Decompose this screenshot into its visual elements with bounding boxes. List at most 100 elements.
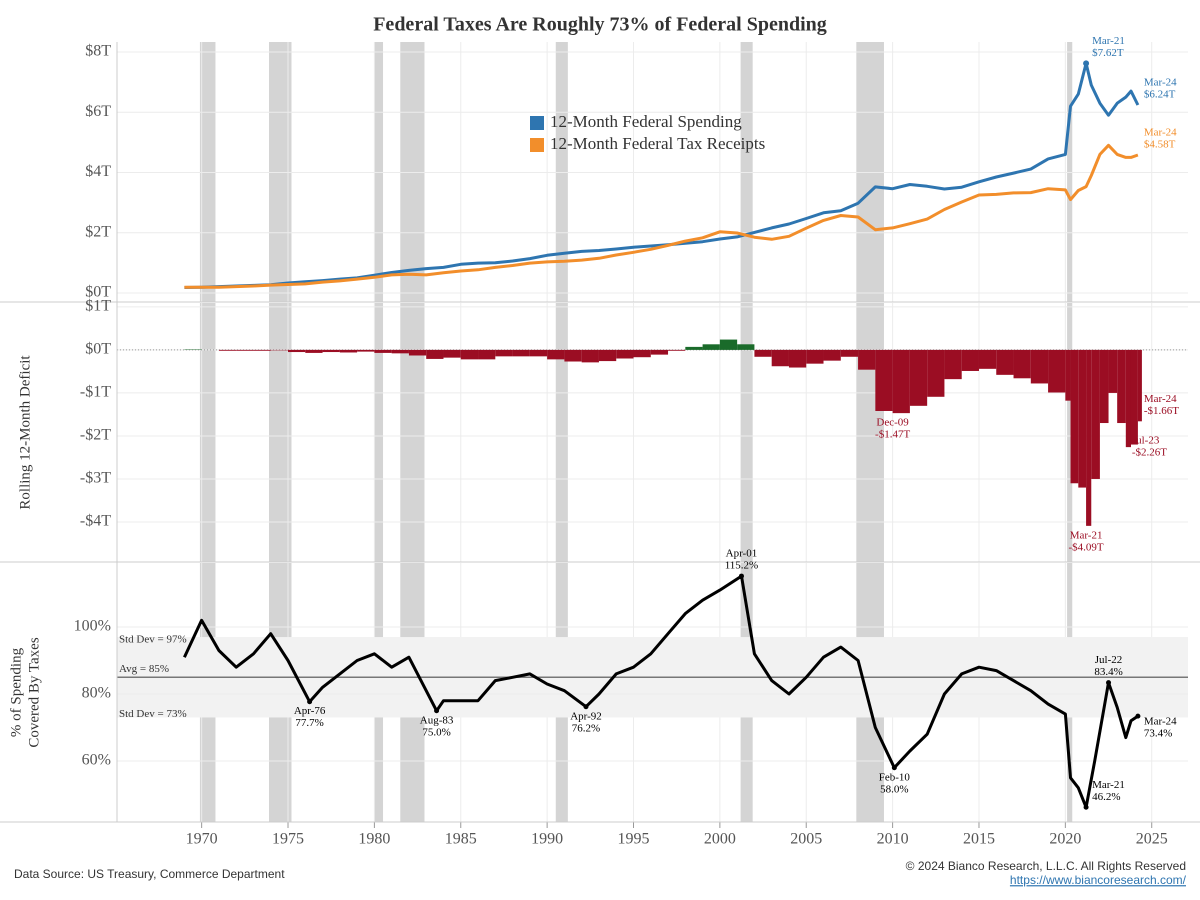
- recession-band: [400, 303, 425, 562]
- y-tick-label: $0T: [85, 341, 111, 358]
- deficit-bar: [1065, 349, 1071, 401]
- annotation-date: Dec-09: [876, 417, 909, 429]
- annotation-date: Mar-21: [1092, 779, 1125, 791]
- annotation-date: Mar-24: [1144, 393, 1177, 405]
- deficit-bar: [1099, 349, 1109, 424]
- reference-label: Std Dev = 97%: [119, 634, 187, 646]
- deficit-bar: [305, 349, 323, 353]
- y-tick-label: -$3T: [80, 470, 111, 487]
- annotation-date: Jul-23: [1132, 435, 1160, 447]
- recession-band: [1067, 303, 1073, 562]
- annotation-value: 83.4%: [1094, 666, 1122, 678]
- deficit-bar: [1086, 349, 1092, 526]
- annotation-dot: [583, 704, 589, 710]
- deficit-bar: [339, 349, 358, 353]
- deficit-bar: [1108, 349, 1118, 393]
- annotation-date: Mar-24: [1144, 127, 1177, 139]
- x-tick-label: 2015: [963, 831, 995, 848]
- deficit-bar: [460, 349, 479, 360]
- y-tick-label: $6T: [85, 103, 111, 120]
- deficit-bar: [754, 349, 772, 357]
- line: [184, 143, 1139, 289]
- recession-band: [374, 303, 384, 562]
- reference-label: Std Dev = 73%: [119, 708, 187, 720]
- annotation-value: $4.58T: [1144, 139, 1176, 151]
- deficit-bar: [702, 344, 720, 350]
- deficit-bar: [357, 349, 375, 352]
- deficit-bar: [1130, 349, 1138, 445]
- annotation-value: $7.62T: [1092, 47, 1124, 59]
- annotation-date: Mar-21: [1070, 529, 1103, 541]
- x-tick-label: 2000: [704, 831, 736, 848]
- annotation-dot: [891, 765, 897, 771]
- annotation-date: Jul-22: [1095, 654, 1123, 666]
- deficit-bar: [737, 344, 755, 350]
- y-axis-label: Rolling 12-Month Deficit: [17, 355, 33, 510]
- deficit-bar: [443, 349, 461, 358]
- y-tick-label: $4T: [85, 163, 111, 180]
- x-tick-label: 1975: [272, 831, 304, 848]
- annotation-dot: [738, 573, 744, 579]
- annotation-value: -$4.09T: [1069, 541, 1104, 553]
- deficit-bar: [875, 349, 893, 411]
- deficit-bar: [253, 349, 271, 351]
- line: [183, 574, 1139, 809]
- recession-band: [740, 303, 753, 562]
- deficit-bar: [806, 349, 824, 364]
- chart-title: Federal Taxes Are Roughly 73% of Federal…: [373, 14, 827, 36]
- y-tick-label: $1T: [85, 298, 111, 315]
- deficit-bar: [668, 349, 686, 351]
- deficit-bar: [823, 349, 841, 361]
- deficit-bar: [633, 349, 651, 358]
- y-tick-label: $2T: [85, 223, 111, 240]
- deficit-bar: [218, 349, 237, 351]
- annotation-value: 77.7%: [295, 717, 323, 729]
- recession-band: [199, 303, 216, 562]
- y-tick-label: -$4T: [80, 513, 111, 530]
- y-axis-label: Covered By Taxes: [26, 637, 42, 747]
- recession-band: [555, 303, 568, 562]
- deficit-bar: [236, 349, 254, 351]
- annotation-value: 75.0%: [422, 726, 450, 738]
- recession-band: [269, 303, 292, 562]
- copyright: © 2024 Bianco Research, L.L.C. All Right…: [906, 859, 1186, 873]
- x-tick-label: 2020: [1049, 831, 1081, 848]
- x-tick-label: 2010: [877, 831, 909, 848]
- annotation-dot: [1135, 713, 1141, 719]
- deficit-bar: [616, 349, 634, 359]
- annotation-value: 73.4%: [1144, 728, 1172, 740]
- deficit-bar: [374, 349, 392, 353]
- annotation-date: Aug-83: [420, 714, 454, 726]
- deficit-bar: [840, 349, 859, 357]
- x-tick-label: 1980: [358, 831, 390, 848]
- deficit-bar: [512, 349, 530, 357]
- annotation-date: Mar-21: [1092, 35, 1125, 47]
- deficit-bar: [1117, 349, 1126, 424]
- deficit-bar: [858, 349, 876, 370]
- legend-swatch: [530, 116, 544, 130]
- deficit-bar: [719, 339, 738, 350]
- annotation-date: Apr-01: [726, 548, 758, 560]
- deficit-bar: [408, 349, 427, 356]
- deficit-bar: [1078, 349, 1087, 488]
- y-tick-label: 60%: [82, 752, 111, 769]
- annotation-date: Feb-10: [879, 771, 911, 783]
- x-tick-label: 2025: [1136, 831, 1168, 848]
- deficit-bar: [650, 349, 669, 355]
- deficit-bar: [892, 349, 910, 414]
- recession-band: [856, 303, 884, 562]
- deficit-bar: [1091, 349, 1100, 479]
- deficit-bar: [426, 349, 444, 359]
- annotation-value: 115.2%: [725, 560, 759, 572]
- deficit-bar: [478, 349, 496, 360]
- annotation-date: Mar-24: [1144, 716, 1177, 728]
- deficit-bar: [771, 349, 789, 367]
- annotation-dot: [1106, 680, 1112, 686]
- deficit-bar: [1013, 349, 1031, 379]
- deficit-bar: [391, 349, 409, 354]
- deficit-bar: [1070, 349, 1079, 484]
- deficit-bar: [581, 349, 599, 363]
- annotation-dot: [307, 699, 313, 705]
- url[interactable]: https://www.biancoresearch.com/: [1010, 873, 1187, 887]
